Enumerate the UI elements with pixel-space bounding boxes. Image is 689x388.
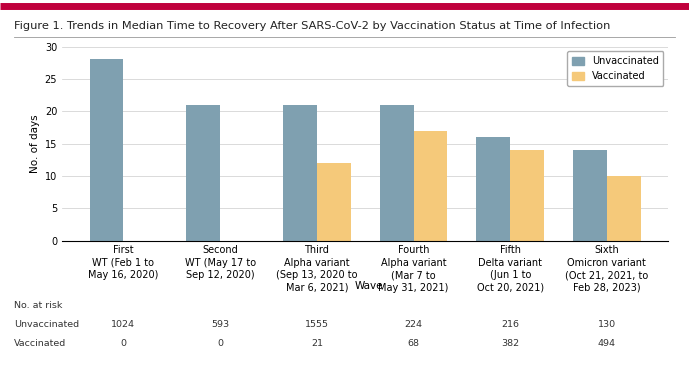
Bar bbox=[90, 59, 123, 241]
Bar bbox=[283, 105, 317, 241]
Text: 494: 494 bbox=[598, 340, 616, 348]
Text: 21: 21 bbox=[311, 340, 323, 348]
Text: No. at risk: No. at risk bbox=[14, 301, 62, 310]
Text: 593: 593 bbox=[211, 320, 229, 329]
Text: 68: 68 bbox=[407, 340, 420, 348]
Text: 0: 0 bbox=[121, 340, 126, 348]
Bar bbox=[317, 163, 351, 241]
Bar bbox=[186, 105, 220, 241]
Bar bbox=[511, 150, 544, 241]
Text: 224: 224 bbox=[404, 320, 422, 329]
Y-axis label: No. of days: No. of days bbox=[30, 114, 41, 173]
Text: 1555: 1555 bbox=[305, 320, 329, 329]
Text: 0: 0 bbox=[217, 340, 223, 348]
Text: Vaccinated: Vaccinated bbox=[14, 340, 66, 348]
Text: 130: 130 bbox=[598, 320, 616, 329]
Bar bbox=[607, 176, 641, 241]
Bar bbox=[476, 137, 511, 241]
Text: 1024: 1024 bbox=[112, 320, 136, 329]
Bar bbox=[573, 150, 607, 241]
Legend: Unvaccinated, Vaccinated: Unvaccinated, Vaccinated bbox=[568, 52, 664, 86]
Text: Figure 1. Trends in Median Time to Recovery After SARS-CoV-2 by Vaccination Stat: Figure 1. Trends in Median Time to Recov… bbox=[14, 21, 610, 31]
Text: Wave: Wave bbox=[354, 281, 383, 291]
Text: Unvaccinated: Unvaccinated bbox=[14, 320, 79, 329]
Bar bbox=[380, 105, 413, 241]
Text: 216: 216 bbox=[501, 320, 520, 329]
Bar bbox=[413, 131, 447, 241]
Text: 382: 382 bbox=[501, 340, 520, 348]
